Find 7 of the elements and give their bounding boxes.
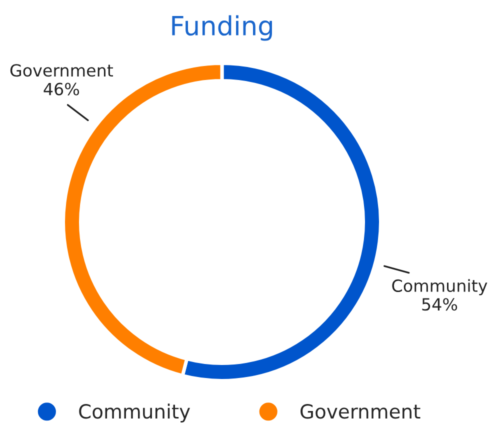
data-label: 54%: [422, 298, 458, 311]
slice-label: Community: [392, 279, 488, 296]
data-label: 46%: [44, 82, 80, 96]
legend-label: Government: [300, 404, 420, 419]
chart-title: Funding: [172, 15, 272, 41]
legend-label: Community: [79, 404, 190, 422]
slice-label: Government: [10, 64, 114, 77]
